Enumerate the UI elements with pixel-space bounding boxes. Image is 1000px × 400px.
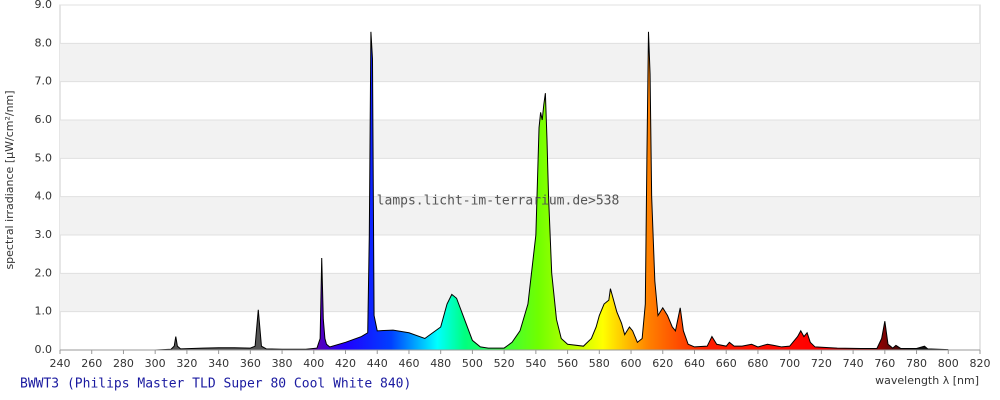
x-tick-label: 640 (684, 357, 705, 370)
chart-title: BWWT3 (Philips Master TLD Super 80 Cool … (20, 377, 411, 392)
x-tick-label: 440 (367, 357, 388, 370)
x-tick-label: 740 (843, 357, 864, 370)
x-tick-label: 260 (81, 357, 102, 370)
grid-band (60, 43, 980, 82)
x-tick-label: 820 (970, 357, 991, 370)
y-tick-label: 2.0 (35, 266, 53, 279)
y-axis-label: spectral irradiance [µW/cm²/nm] (3, 90, 16, 269)
x-tick-label: 540 (525, 357, 546, 370)
x-tick-label: 560 (557, 357, 578, 370)
y-tick-label: 4.0 (35, 190, 53, 203)
x-tick-label: 240 (50, 357, 71, 370)
x-tick-label: 800 (938, 357, 959, 370)
y-tick-label: 1.0 (35, 305, 53, 318)
x-tick-label: 340 (208, 357, 229, 370)
grid-band (60, 273, 980, 312)
x-tick-label: 600 (621, 357, 642, 370)
grid-band (60, 196, 980, 235)
x-tick-label: 760 (874, 357, 895, 370)
x-tick-label: 660 (716, 357, 737, 370)
x-tick-label: 480 (430, 357, 451, 370)
x-tick-label: 580 (589, 357, 610, 370)
x-tick-label: 280 (113, 357, 134, 370)
y-tick-label: 5.0 (35, 151, 53, 164)
x-axis-label: wavelength λ [nm] (875, 374, 979, 387)
spectrum-area (155, 31, 949, 351)
x-tick-label: 320 (176, 357, 197, 370)
x-tick-label: 300 (145, 357, 166, 370)
x-tick-label: 680 (747, 357, 768, 370)
x-tick-label: 360 (240, 357, 261, 370)
grid-band (60, 120, 980, 159)
x-tick-label: 700 (779, 357, 800, 370)
x-tick-label: 620 (652, 357, 673, 370)
x-tick-label: 780 (906, 357, 927, 370)
y-tick-label: 6.0 (35, 113, 53, 126)
y-tick-label: 7.0 (35, 75, 53, 88)
y-tick-label: 0.0 (35, 343, 53, 356)
spectrum-line (155, 31, 949, 351)
x-tick-label: 520 (494, 357, 515, 370)
y-tick-label: 9.0 (35, 0, 53, 11)
x-tick-label: 400 (303, 357, 324, 370)
x-tick-label: 380 (272, 357, 293, 370)
watermark: lamps.licht-im-terrarium.de>538 (377, 194, 620, 209)
x-tick-label: 460 (398, 357, 419, 370)
x-tick-label: 420 (335, 357, 356, 370)
y-tick-label: 3.0 (35, 228, 53, 241)
x-tick-label: 720 (811, 357, 832, 370)
y-tick-label: 8.0 (35, 36, 53, 49)
x-tick-label: 500 (462, 357, 483, 370)
